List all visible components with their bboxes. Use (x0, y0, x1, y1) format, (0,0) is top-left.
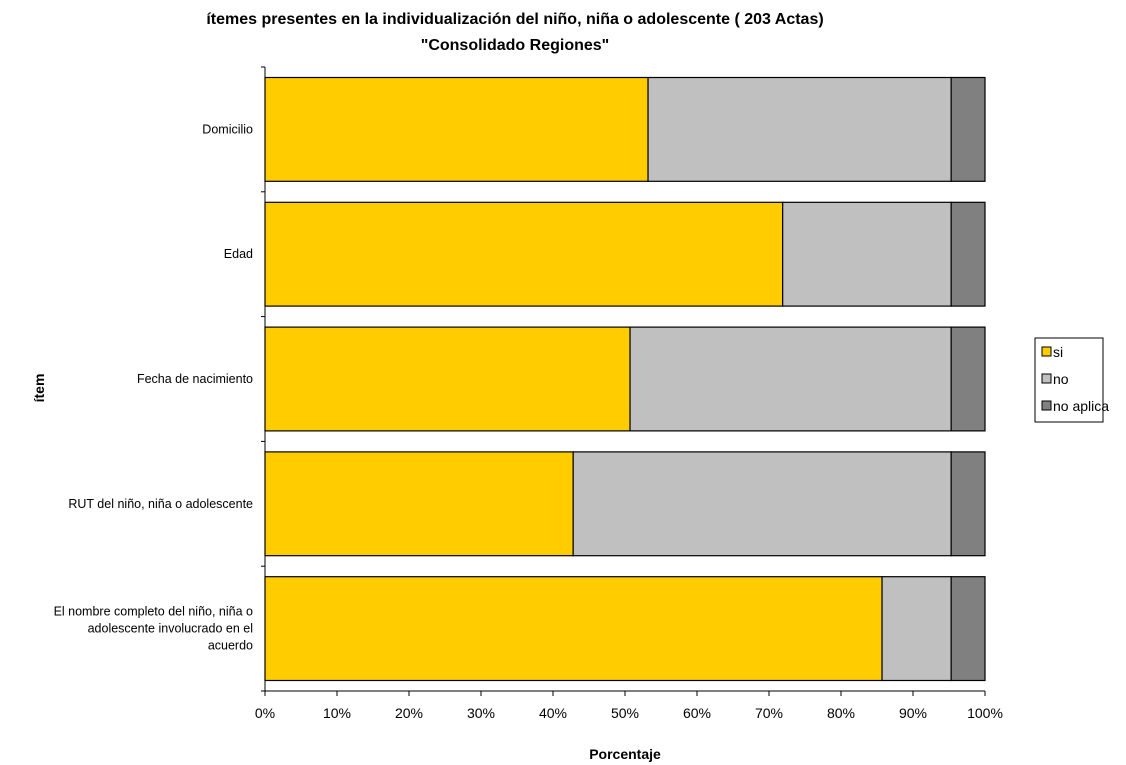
legend-swatch-si (1041, 346, 1052, 357)
x-tick-label: 20% (395, 705, 423, 721)
category-label-4: El nombre completo del niño, niña o adole… (54, 605, 253, 653)
chart-title: ítemes presentes en la individualización… (206, 11, 823, 28)
x-tick-label: 30% (467, 705, 495, 721)
bar-no-aplica-4 (950, 576, 986, 682)
bar-si-1 (264, 201, 784, 307)
bar-si-3 (264, 451, 574, 557)
axes-group: Domicilio Edad Fecha de nacimiento RUT del … (54, 66, 1003, 721)
category-label-2: Fecha de nacimiento (137, 372, 253, 386)
x-tick-label: 10% (323, 705, 351, 721)
bar-no-4 (881, 576, 952, 682)
legend-label-si: si (1053, 344, 1063, 360)
chart-subtitle: "Consolidado Regiones" (421, 37, 610, 54)
x-tick-label: 50% (611, 705, 639, 721)
legend-swatch-no (1041, 373, 1052, 384)
legend-swatch-no-aplica (1041, 400, 1052, 411)
bar-no-aplica-1 (950, 201, 986, 307)
x-tick-label: 100% (967, 705, 1003, 721)
bars-group (264, 76, 986, 682)
y-axis-title: ítem (31, 374, 47, 403)
bar-no-aplica-3 (950, 451, 986, 557)
x-tick-label: 60% (683, 705, 711, 721)
x-tick-label: 0% (255, 705, 275, 721)
x-tick-label: 80% (827, 705, 855, 721)
bar-no-2 (629, 326, 952, 432)
x-tick-label: 90% (899, 705, 927, 721)
legend: si no no aplica (1034, 337, 1109, 423)
category-label-0: Domicilio (202, 122, 253, 136)
bar-si-4 (264, 576, 883, 682)
x-axis-title: Porcentaje (589, 746, 661, 762)
bar-si-0 (264, 76, 649, 182)
x-tick-label: 40% (539, 705, 567, 721)
bar-no-aplica-2 (950, 326, 986, 432)
bar-no-1 (782, 201, 952, 307)
bar-no-0 (647, 76, 952, 182)
category-label-3: RUT del niño, niña o adolescente (68, 497, 253, 511)
legend-label-no: no (1053, 371, 1069, 387)
bar-no-3 (572, 451, 952, 557)
bar-si-2 (264, 326, 631, 432)
x-tick-label: 70% (755, 705, 783, 721)
legend-label-no-aplica: no aplica (1053, 398, 1109, 414)
bar-no-aplica-0 (950, 76, 986, 182)
category-label-1: Edad (224, 247, 253, 261)
